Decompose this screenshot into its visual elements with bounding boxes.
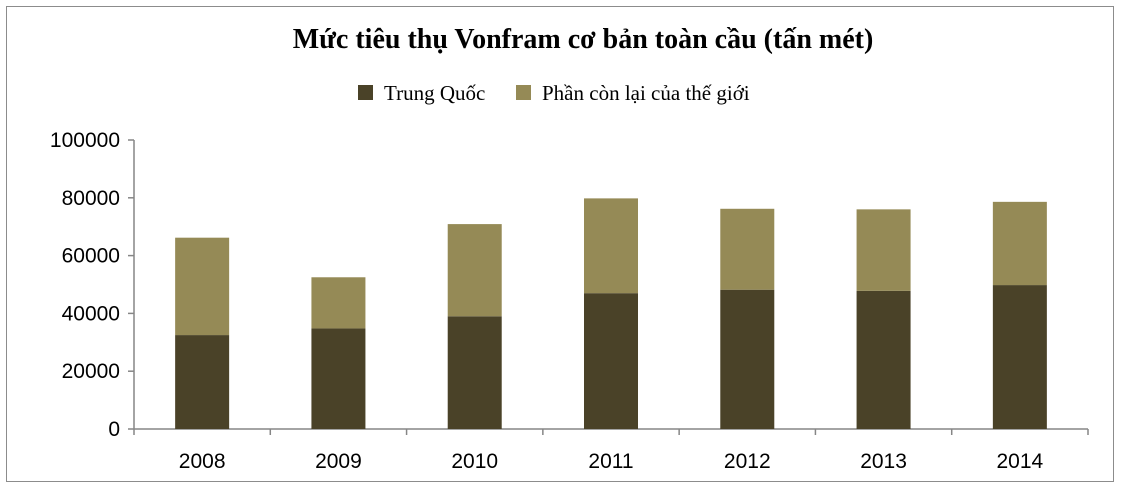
y-tick-label: 20000 [62,360,120,383]
bar-rest-of-world [856,209,911,291]
y-tick-label: 0 [108,418,120,441]
x-tick-label: 2009 [315,450,362,473]
legend-label-rest-of-world: Phần còn lại của thế giới [542,81,750,105]
x-axis: 2008 2009 2010 2011 2012 2013 2014 [133,429,1089,473]
legend-swatch-rest-of-world [516,85,531,100]
y-tick-label: 100000 [50,129,120,152]
x-tick-label: 2010 [451,450,498,473]
x-tick-label: 2008 [179,450,226,473]
bar-rest-of-world [311,277,366,329]
bar-trung-quoc [311,328,366,429]
bar-trung-quoc [447,316,502,429]
y-tick-label: 80000 [62,187,120,210]
x-tick-label: 2011 [588,450,633,473]
x-tick-label: 2013 [860,450,907,473]
bar-trung-quoc [175,335,230,429]
bar-rest-of-world [992,201,1047,286]
legend-label-trung-quoc: Trung Quốc [384,81,485,105]
y-axis: 0 20000 40000 60000 80000 100000 [50,129,134,441]
y-tick-label: 60000 [62,245,120,268]
bar-rest-of-world [584,198,638,294]
bar-trung-quoc [584,293,638,429]
bar-rest-of-world [447,224,502,317]
bars [175,198,1047,429]
x-tick-label: 2012 [724,450,771,473]
y-tick-label: 40000 [62,302,120,325]
bar-rest-of-world [175,237,230,336]
bar-trung-quoc [720,289,775,429]
bar-rest-of-world [720,208,775,290]
plot-area: 0 20000 40000 60000 80000 100000 2008 2009 2010… [50,129,1089,473]
legend: Trung Quốc Phần còn lại của thế giới [358,81,750,105]
bar-trung-quoc [992,285,1047,429]
x-tick-label: 2014 [996,450,1043,473]
legend-swatch-trung-quoc [358,85,373,100]
chart-title: Mức tiêu thụ Vonfram cơ bản toàn cầu (tấ… [293,24,874,55]
bar-trung-quoc [856,290,911,429]
